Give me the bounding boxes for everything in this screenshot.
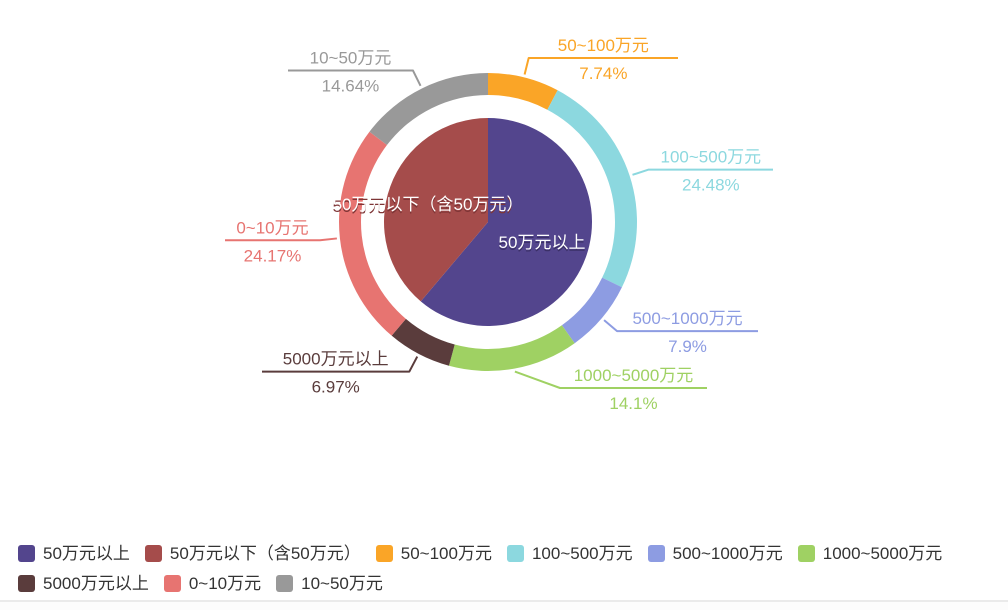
inner-slice-label-shadow: 50万元以上 [499, 235, 586, 254]
legend-color-swatch [18, 545, 35, 562]
legend-color-swatch [18, 575, 35, 592]
pie-slice-2[interactable] [384, 118, 488, 302]
legend-label: 50万元以下（含50万元） [169, 544, 361, 563]
legend-color-swatch [276, 575, 294, 592]
legend-item[interactable]: 100~500万元 [506, 544, 633, 563]
leader-line-1 [523, 56, 678, 75]
inner-slice-label: 50万元以下（含50万元） [333, 195, 524, 214]
legend-color-swatch [797, 545, 815, 562]
slice-label-name: 0~10万元 [236, 218, 308, 237]
ring-segment-2[interactable] [547, 90, 637, 288]
legend-row-2: 5000万元以上 0~10万元 10~50万元 [18, 569, 942, 598]
slice-label-percent: 14.1% [609, 394, 657, 413]
legend-item[interactable]: 50~100万元 [375, 544, 492, 563]
leader-line-2 [632, 168, 773, 176]
ring-segment-7[interactable] [369, 73, 488, 146]
legend-item[interactable]: 5000万元以上 [18, 575, 149, 592]
slice-label-percent: 24.48% [682, 176, 740, 195]
leader-line-6 [225, 237, 338, 242]
inner-slice-label-shadow: 50万元以下（含50万元） [333, 197, 524, 216]
slice-label-name: 10~50万元 [310, 49, 392, 68]
bottom-divider [0, 600, 1008, 610]
legend-item[interactable]: 1000~5000万元 [797, 544, 943, 563]
slice-label-name: 50~100万元 [558, 36, 649, 55]
leader-line-4 [514, 370, 707, 389]
slice-label-name: 1000~5000万元 [574, 366, 694, 385]
legend-item[interactable]: 50万元以上 [18, 545, 130, 562]
slice-label-percent: 6.97% [312, 378, 360, 397]
legend-row-1: 50万元以上 50万元以下（含50万元） 50~100万元 100~500万元 500~… [18, 539, 942, 568]
legend-item[interactable]: 50万元以下（含50万元） [144, 544, 361, 563]
legend-item[interactable]: 10~50万元 [276, 575, 383, 592]
inner-slice-label: 50万元以上 [499, 233, 586, 252]
legend-label: 100~500万元 [531, 544, 633, 563]
legend-label: 500~1000万元 [672, 544, 783, 563]
legend-color-swatch [163, 575, 181, 592]
legend-color-swatch [144, 545, 162, 562]
legend-item[interactable]: 500~1000万元 [647, 544, 783, 563]
legend-item[interactable]: 0~10万元 [163, 574, 262, 593]
legend-color-swatch [375, 545, 393, 562]
slice-label-percent: 7.9% [668, 337, 707, 356]
legend-label: 1000~5000万元 [822, 544, 943, 563]
legend-label: 0~10万元 [188, 574, 262, 593]
slice-label-name: 100~500万元 [661, 148, 762, 167]
donut-pie-chart: 50~100万元 7.74% 100~500万元 24.48% 500~1000万元 7.… [225, 36, 773, 413]
slice-label-percent: 24.17% [244, 246, 302, 265]
chart-legend: 50万元以上 50万元以下（含50万元） 50~100万元 100~500万元 500~… [18, 539, 942, 598]
ring-segment-6[interactable] [339, 131, 406, 336]
legend-label: 10~50万元 [301, 574, 383, 593]
legend-label: 5000万元以上 [43, 574, 149, 593]
ring-segment-3[interactable] [561, 277, 622, 344]
slice-label-name: 500~1000万元 [632, 309, 742, 328]
ring-segment-5[interactable] [391, 318, 455, 366]
legend-color-swatch [506, 545, 524, 562]
legend-label: 50万元以上 [43, 544, 130, 563]
leader-line-5 [262, 356, 419, 373]
slice-label-percent: 7.74% [579, 64, 627, 83]
slice-label-name: 5000万元以上 [283, 350, 389, 369]
pie-slice-1[interactable] [420, 118, 593, 326]
leader-line-3 [603, 319, 758, 333]
leader-line-7 [288, 69, 422, 87]
legend-color-swatch [647, 545, 665, 562]
slice-label-percent: 14.64% [322, 77, 380, 96]
ring-segment-1[interactable] [488, 73, 558, 110]
ring-segment-4[interactable] [448, 325, 575, 372]
legend-label: 50~100万元 [400, 544, 492, 563]
